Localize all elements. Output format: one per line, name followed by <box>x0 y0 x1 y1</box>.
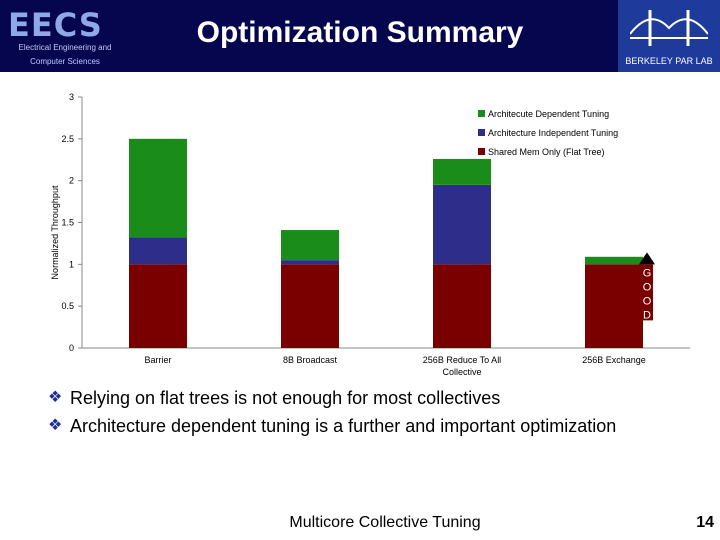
stacked-bar-chart: 0 0.5 1 1.5 2 2.5 3 Normalized Throughput Barrie… <box>50 92 690 377</box>
good-arrow-head <box>639 252 655 265</box>
bullet-item: ❖ Relying on flat trees is not enough fo… <box>48 386 708 414</box>
y-tick-label: 0 <box>69 343 74 353</box>
x-tick-label: Collective <box>442 367 481 377</box>
bar-segment <box>433 158 491 185</box>
bullet-text: Relying on flat trees is not enough for … <box>70 388 501 408</box>
bar-segment <box>585 264 643 348</box>
slide-header: EECS Electrical Engineering and Computer… <box>0 0 720 72</box>
eecs-logo: EECS <box>8 6 103 44</box>
bullet-diamond-icon: ❖ <box>48 417 63 434</box>
bullet-list: ❖ Relying on flat trees is not enough fo… <box>48 386 708 442</box>
legend-label: Architecute Dependent Tuning <box>488 109 609 119</box>
bar-segment <box>281 230 339 261</box>
good-annotation-letter: O <box>643 295 652 307</box>
x-tick-label: 8B Broadcast <box>283 355 338 365</box>
bar-segment <box>129 264 187 348</box>
eecs-subtitle-line-2: Computer Sciences <box>30 57 100 66</box>
bullet-item: ❖ Architecture dependent tuning is a fur… <box>48 414 708 442</box>
y-axis-label: Normalized Throughput <box>50 185 60 279</box>
bar-segment <box>585 256 643 265</box>
bridge-icon <box>630 10 708 46</box>
parlab-logo: BERKELEY PAR LAB <box>618 0 720 72</box>
slide-footer: Multicore Collective Tuning <box>289 514 481 531</box>
bar-segment <box>129 138 187 238</box>
page-number: 14 <box>696 514 714 531</box>
bullet-text: Architecture dependent tuning is a furth… <box>70 416 617 436</box>
bullet-diamond-icon: ❖ <box>48 389 63 406</box>
y-tick-label: 2.5 <box>61 134 74 144</box>
bar-segment <box>281 264 339 348</box>
eecs-logo-subtitle: Electrical Engineering and Computer Scie… <box>10 41 120 69</box>
good-arrow-shaft <box>641 264 653 321</box>
good-annotation-letter: G <box>643 267 652 279</box>
good-annotation-letter: O <box>643 281 652 293</box>
good-annotation-letter: D <box>643 309 651 321</box>
eecs-subtitle-line-1: Electrical Engineering and <box>18 43 112 52</box>
y-tick-label: 0.5 <box>61 301 74 311</box>
x-tick-label: Barrier <box>144 355 171 365</box>
bar-segment <box>433 264 491 348</box>
bar-segment <box>281 260 339 265</box>
x-tick-label: 256B Exchange <box>582 355 646 365</box>
bar-segment <box>129 237 187 265</box>
legend-swatch <box>478 148 485 155</box>
slide-title: Optimization Summary <box>196 16 524 49</box>
y-tick-label: 3 <box>69 92 74 102</box>
x-tick-label: 256B Reduce To All <box>423 355 501 365</box>
bar-segment <box>433 184 491 265</box>
legend-label: Architecture Independent Tuning <box>488 128 618 138</box>
parlab-label: BERKELEY PAR LAB <box>625 56 713 66</box>
legend-swatch <box>478 110 485 117</box>
legend-label: Shared Mem Only (Flat Tree) <box>488 147 605 157</box>
y-tick-label: 1 <box>69 259 74 269</box>
y-tick-label: 1.5 <box>61 218 74 228</box>
y-tick-label: 2 <box>69 176 74 186</box>
legend-swatch <box>478 129 485 136</box>
